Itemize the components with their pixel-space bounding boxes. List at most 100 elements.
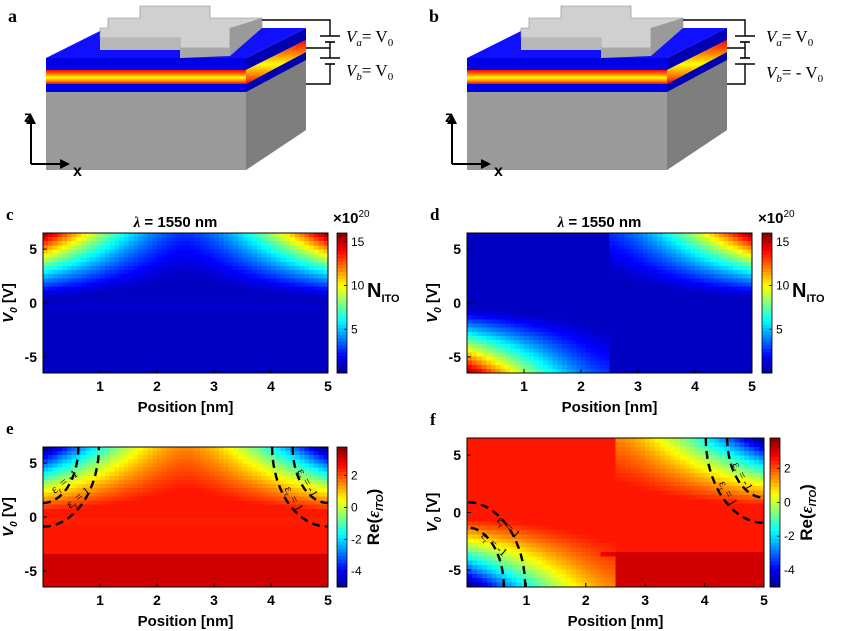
colorbar-segment — [337, 348, 347, 353]
heatmap-cell — [228, 352, 234, 358]
heatmap-cell — [538, 249, 544, 255]
heatmap-cell — [695, 298, 701, 304]
heatmap-cell — [233, 311, 239, 316]
heatmap-cell — [128, 471, 134, 477]
heatmap-cell — [218, 237, 225, 242]
heatmap-cell — [481, 298, 487, 304]
heatmap-cell — [299, 278, 305, 284]
heatmap-cell — [237, 278, 244, 284]
heatmap-cell — [204, 278, 210, 284]
heatmap-cell — [619, 323, 625, 329]
heatmap-cell — [318, 327, 324, 333]
heatmap-cell — [647, 303, 653, 308]
heatmap-cell — [199, 344, 206, 349]
heatmap-cell — [471, 327, 478, 333]
colorbar-segment — [337, 355, 347, 360]
heatmap-cell — [242, 270, 248, 275]
heatmap-cell — [590, 261, 596, 267]
heatmap-cell — [152, 364, 158, 370]
heatmap-cell — [142, 274, 149, 279]
heatmap-cell — [95, 512, 101, 518]
heatmap-cell — [128, 315, 134, 321]
heatmap-cell — [723, 274, 729, 279]
heatmap-cell — [66, 566, 73, 572]
heatmap-cell — [609, 261, 615, 267]
heatmap-cell — [742, 303, 748, 308]
heatmap-cell — [680, 270, 687, 275]
heatmap-cell — [294, 311, 301, 316]
heatmap-cell — [47, 459, 54, 465]
heatmap-cell — [104, 455, 111, 460]
heatmap-cell — [557, 261, 563, 267]
heatmap-cell — [733, 364, 739, 370]
heatmap-cell — [633, 335, 639, 341]
colorbar-segment — [762, 289, 772, 293]
heatmap-cell — [500, 323, 506, 329]
heatmap-cell — [318, 356, 324, 362]
heatmap-cell — [718, 298, 725, 304]
heatmap-cell — [228, 344, 234, 349]
heatmap-cell — [52, 545, 58, 551]
heatmap-cell — [652, 282, 658, 288]
heatmap-cell — [209, 315, 215, 321]
heatmap-cell — [576, 360, 582, 366]
heatmap-cell — [271, 340, 277, 345]
heatmap-cell — [114, 475, 120, 481]
heatmap-cell — [62, 574, 68, 580]
heatmap-cell — [228, 261, 234, 267]
heatmap-cell — [76, 290, 82, 296]
heatmap-cell — [285, 360, 291, 366]
heatmap-cell — [47, 360, 54, 366]
heatmap-cell — [66, 562, 73, 568]
heatmap-cell — [571, 265, 577, 271]
heatmap-cell — [190, 265, 196, 271]
heatmap-cell — [76, 492, 82, 498]
heatmap-cell — [166, 311, 172, 316]
heatmap-cell — [266, 257, 272, 263]
heatmap-cell — [52, 290, 58, 296]
heatmap-cell — [571, 245, 577, 251]
heatmap-cell — [471, 278, 478, 284]
heatmap-cell — [737, 307, 744, 312]
heatmap-cell — [81, 290, 87, 296]
heatmap-cell — [180, 241, 187, 246]
heatmap-cell — [204, 311, 210, 316]
heatmap-cell — [128, 368, 134, 374]
heatmap-cell — [280, 278, 286, 284]
heatmap-cell — [690, 270, 696, 275]
colorbar-segment — [762, 341, 772, 346]
heatmap-cell — [271, 364, 277, 370]
heatmap-cell — [557, 307, 563, 312]
heatmap-cell — [214, 257, 220, 263]
heatmap-cell — [152, 290, 158, 296]
heatmap-cell — [57, 294, 63, 300]
heatmap-cell — [304, 257, 310, 263]
heatmap-cell — [81, 245, 87, 251]
heatmap-cell — [557, 249, 563, 255]
y-tick-label: 0 — [29, 295, 37, 311]
colorbar-frame — [336, 232, 348, 374]
heatmap-cell — [623, 327, 630, 333]
heatmap-cell — [62, 331, 68, 337]
heatmap-cell — [114, 549, 120, 555]
heatmap-cell — [256, 249, 263, 255]
heatmap-cell — [166, 249, 172, 255]
heatmap-cell — [142, 344, 149, 349]
heatmap-cell — [85, 533, 92, 539]
ito-side — [246, 40, 306, 84]
heatmap-cell — [161, 249, 168, 255]
heatmap-cell — [62, 364, 68, 370]
heatmap-cell — [581, 315, 587, 321]
heatmap-cell — [43, 504, 49, 510]
heatmap-cell — [695, 323, 701, 329]
colorbar-segment — [762, 292, 772, 297]
heatmap-cell — [214, 335, 220, 341]
heatmap-cell — [313, 245, 320, 251]
heatmap-cell — [486, 311, 492, 316]
heatmap-cell — [95, 504, 101, 510]
heatmap-cell — [228, 265, 234, 271]
heatmap-cell — [209, 286, 215, 292]
heatmap-cell — [690, 294, 696, 300]
heatmap-cell — [323, 274, 329, 279]
heatmap-cell — [204, 298, 210, 304]
